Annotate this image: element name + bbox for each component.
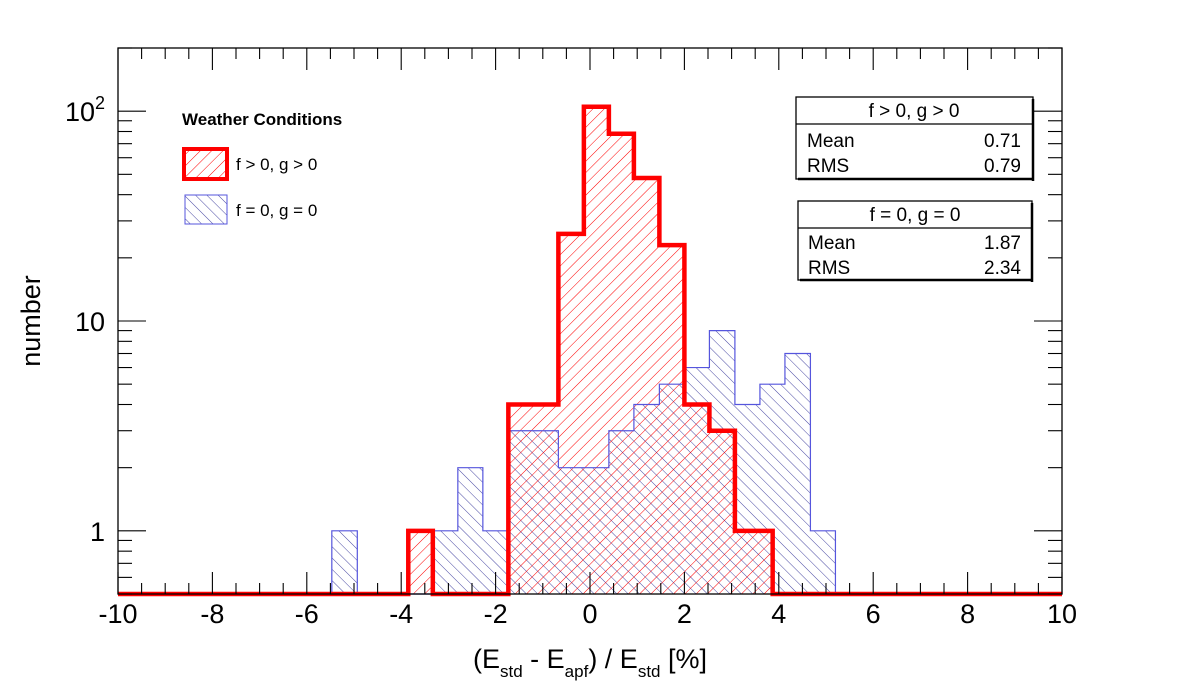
bar-blue-3 — [457, 467, 483, 594]
x-axis-label: (Estd - Eapf) / Estd [%] — [473, 644, 707, 681]
stats-rms-value-blue: 2.34 — [984, 258, 1021, 279]
stats-title-red: f > 0, g > 0 — [869, 101, 960, 122]
axis-labels: -10 -8 -6 -4 -2 0 2 4 6 8 10 1 10 102 — [65, 93, 1077, 629]
x-tick-label: -8 — [200, 599, 224, 629]
bar-red-7 — [659, 245, 685, 594]
stats-mean-value-blue: 1.87 — [984, 233, 1021, 254]
y-axis-label: number — [16, 275, 46, 367]
legend-swatch-red — [182, 147, 229, 181]
stats-box-red: f > 0, g > 0 Mean 0.71 RMS 0.79 — [795, 96, 1035, 181]
legend-title: Weather Conditions — [182, 110, 342, 129]
stats-mean-value-red: 0.71 — [984, 131, 1021, 152]
bar-blue-2 — [432, 530, 458, 594]
stats-title-blue: f = 0, g = 0 — [870, 205, 961, 226]
axis-ticks — [117, 47, 1063, 595]
stats-mean-label-blue: Mean — [808, 233, 856, 254]
bar-red-10 — [734, 530, 773, 594]
bar-red-3 — [558, 233, 584, 594]
bar-blue-14 — [784, 353, 811, 594]
stats-box-blue: f = 0, g = 0 Mean 1.87 RMS 2.34 — [797, 200, 1034, 282]
bar-red-2 — [508, 404, 559, 594]
x-tick-label: -6 — [295, 599, 319, 629]
y-tick-label: 102 — [65, 93, 105, 127]
legend-label-red: f > 0, g > 0 — [236, 155, 317, 174]
x-tick-label: 10 — [1047, 599, 1077, 629]
bar-red-6 — [633, 178, 660, 594]
bar-red-4 — [583, 106, 609, 594]
x-tick-label: 0 — [582, 599, 597, 629]
bar-red-0 — [408, 530, 433, 594]
bar-blue-0 — [331, 530, 358, 594]
bar-red-5 — [608, 133, 634, 594]
x-tick-label: 6 — [866, 599, 881, 629]
legend: Weather Conditions f > 0, g > 0 f = 0, g… — [182, 110, 342, 225]
bar-red-9 — [709, 430, 735, 594]
y-tick-label: 10 — [75, 307, 105, 337]
y-tick-label: 1 — [90, 517, 105, 547]
x-tick-label: -2 — [484, 599, 508, 629]
stats-rms-label-blue: RMS — [808, 258, 850, 279]
x-tick-label: 4 — [771, 599, 786, 629]
stats-rms-label-red: RMS — [807, 156, 849, 177]
x-tick-label: -4 — [389, 599, 413, 629]
legend-label-blue: f = 0, g = 0 — [236, 201, 317, 220]
stats-rms-value-red: 0.79 — [984, 156, 1021, 177]
x-tick-label: -10 — [98, 599, 137, 629]
legend-swatch-blue — [184, 194, 228, 225]
stats-mean-label-red: Mean — [807, 131, 855, 152]
x-tick-label: 2 — [677, 599, 692, 629]
bar-blue-15 — [810, 530, 836, 594]
bar-red-8 — [684, 404, 710, 594]
x-tick-label: 8 — [960, 599, 975, 629]
